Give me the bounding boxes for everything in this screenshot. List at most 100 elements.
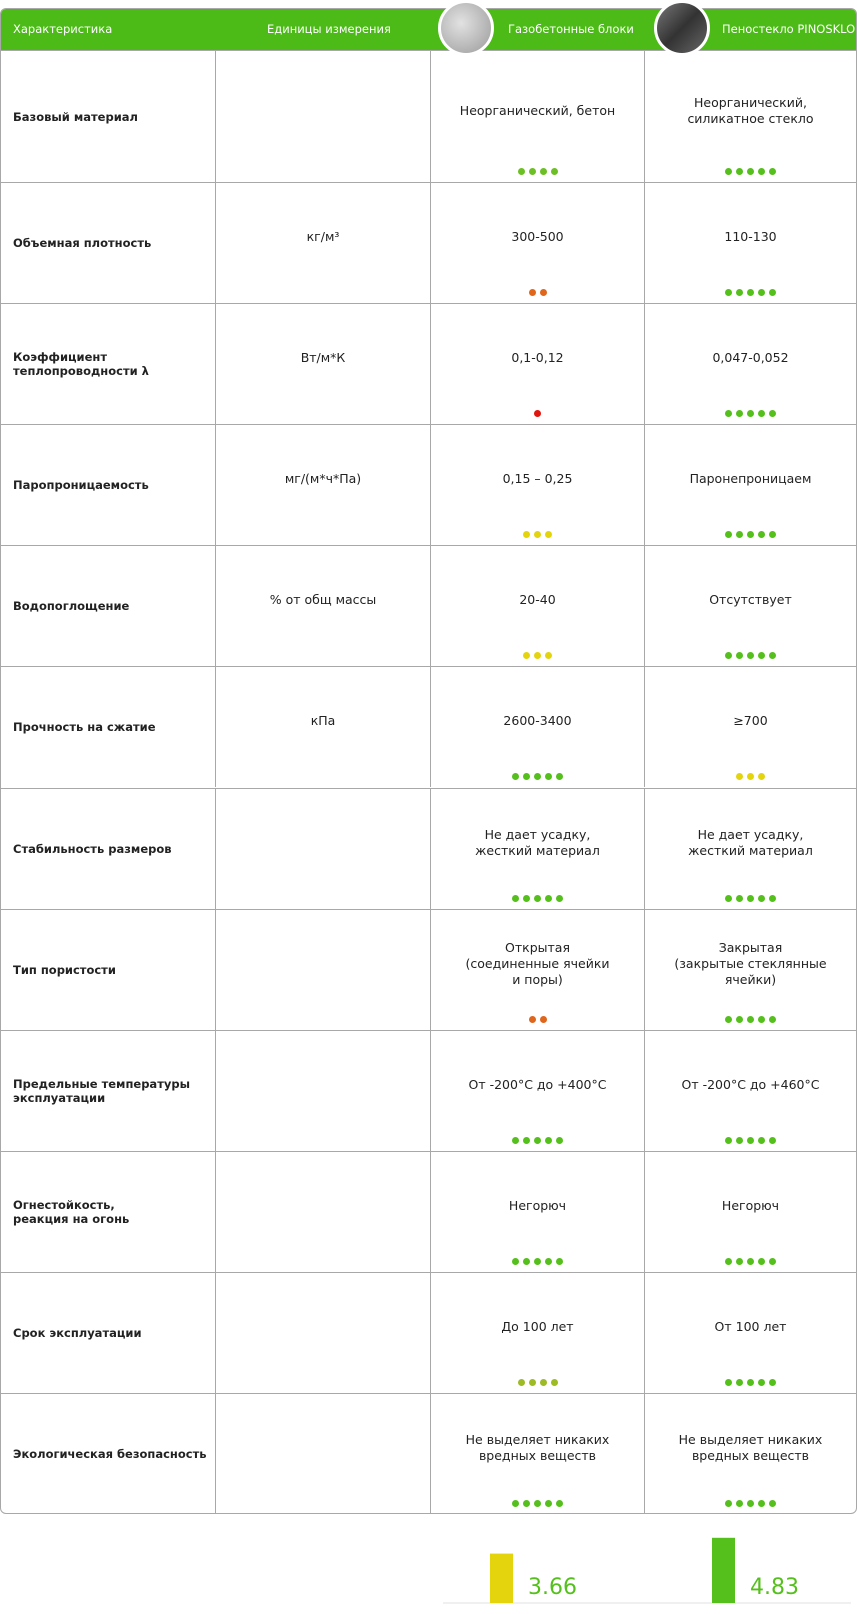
rating-dot [545,894,552,902]
table-row: Срок эксплуатации До 100 лет От 100 лет [1,1271,856,1393]
score-bar [712,1537,735,1603]
rating-dot [545,652,552,660]
rating [431,652,644,660]
unit-cell [215,1272,430,1393]
table-header: Характеристика Единицы измерения Газобет… [1,9,856,50]
rating [645,1015,856,1023]
rating [645,1257,856,1265]
value-text: 0,15 – 0,25 [502,471,573,487]
rating-dot [550,168,558,175]
rating-dot [758,1378,765,1386]
rating-dot [758,773,765,781]
characteristic: Экологическая безопасность [13,1447,207,1462]
rating-dot [523,894,530,902]
rating-dot [545,1136,552,1144]
rating-dot [736,410,743,418]
characteristic: Паропроницаемость [13,478,149,493]
rating-dot [556,1500,563,1508]
rating-dot [512,1500,519,1508]
characteristic: Водопоглощение [13,599,130,614]
rating [645,773,856,781]
value-cell: От -200°C до +460°C [644,1030,856,1151]
value-text: От -200°C до +400°C [468,1076,607,1092]
rating-dot [725,894,732,902]
table-row: Объемная плотность кг/м³ 300-500 110-130 [1,182,856,304]
unit-cell: кПа [215,667,430,788]
value-text: 2600-3400 [503,713,572,729]
table-row: Предельные температуры эксплуатации От -2… [1,1029,856,1151]
score-chart: 3.66 4.83 [0,1512,857,1614]
value-text: Не дает усадку, жесткий материал [688,826,813,858]
rating-dot [512,894,519,902]
value-text: Негорюч [721,1197,780,1213]
rating [645,531,856,539]
foam-glass-photo [654,0,710,56]
rating-dot [523,652,530,660]
rating-dot [556,894,563,902]
value-cell: 2600-3400 [430,667,644,788]
rating-dot [725,652,732,660]
rating-dot [736,1500,743,1508]
rating-dot [539,1378,547,1386]
value-text: 300-500 [511,229,564,245]
score-label: 4.83 [750,1575,799,1600]
rating-dot [725,1015,732,1023]
rating-dot [517,168,525,175]
value-text: От 100 лет [714,1318,787,1334]
rating-dot [736,894,743,902]
rating-dot [758,1257,765,1265]
value-cell: Открытая (соединенные ячейки и поры) [430,909,644,1030]
rating-dot [769,1015,776,1023]
rating-dot [725,1136,732,1144]
value-cell: Не выделяет никаких вредных веществ [430,1394,644,1513]
rating-dot [736,1257,743,1265]
characteristic: Базовый материал [13,109,138,124]
characteristic: Объемная плотность [13,236,152,251]
rating-dot [758,531,765,539]
value-cell: Не выделяет никаких вредных веществ [644,1394,856,1513]
value-cell: 110-130 [644,183,856,304]
rating-dot [725,289,732,297]
value-text: Не дает усадку, жесткий материал [475,826,600,858]
value-cell: Отсутствует [644,546,856,667]
rating-dot [758,289,765,297]
column-header: Единицы измерения [267,22,391,36]
rating [645,168,856,175]
unit-cell: % от общ массы [215,546,430,667]
value-text: 0,047-0,052 [712,350,789,366]
value-text: Неорганический, бетон [459,102,616,118]
value-cell: 20-40 [430,546,644,667]
rating [431,894,644,902]
value-text: От -200°C до +460°C [681,1076,820,1092]
rating-dot [725,410,732,418]
rating-dot [556,773,563,781]
column-header: Пеностекло PINOSKLO [722,22,856,36]
unit-cell [215,1151,430,1272]
rating [645,289,856,297]
table-row: Базовый материал Неорганический, бетон Нео… [1,50,856,182]
rating-dot [539,289,547,297]
rating-dot [736,1378,743,1386]
rating-dot [769,1500,776,1508]
value-text: Паронепроницаем [689,471,812,487]
rating-dot [534,652,541,660]
value-cell: Не дает усадку, жесткий материал [644,788,856,909]
unit-cell [215,1394,430,1513]
unit-cell [215,51,430,182]
table-row: Прочность на сжатие кПа 2600-3400 ≥700 [1,666,856,788]
rating-dot [725,1378,732,1386]
value-cell: 0,1-0,12 [430,304,644,425]
value-text: Не выделяет никаких вредных веществ [678,1432,823,1464]
rating-dot [534,894,541,902]
rating-dot [747,894,754,902]
rating [431,531,644,539]
rating-dot [534,773,541,781]
rating [645,1500,856,1508]
comparison-table: Характеристика Единицы измерения Газобет… [0,8,857,1514]
rating-dot [747,289,754,297]
value-cell: Неорганический, силикатное стекло [644,51,856,182]
rating [431,410,644,418]
column-header: Характеристика [13,22,113,36]
unit-cell [215,1030,430,1151]
rating-dot [736,1015,743,1023]
